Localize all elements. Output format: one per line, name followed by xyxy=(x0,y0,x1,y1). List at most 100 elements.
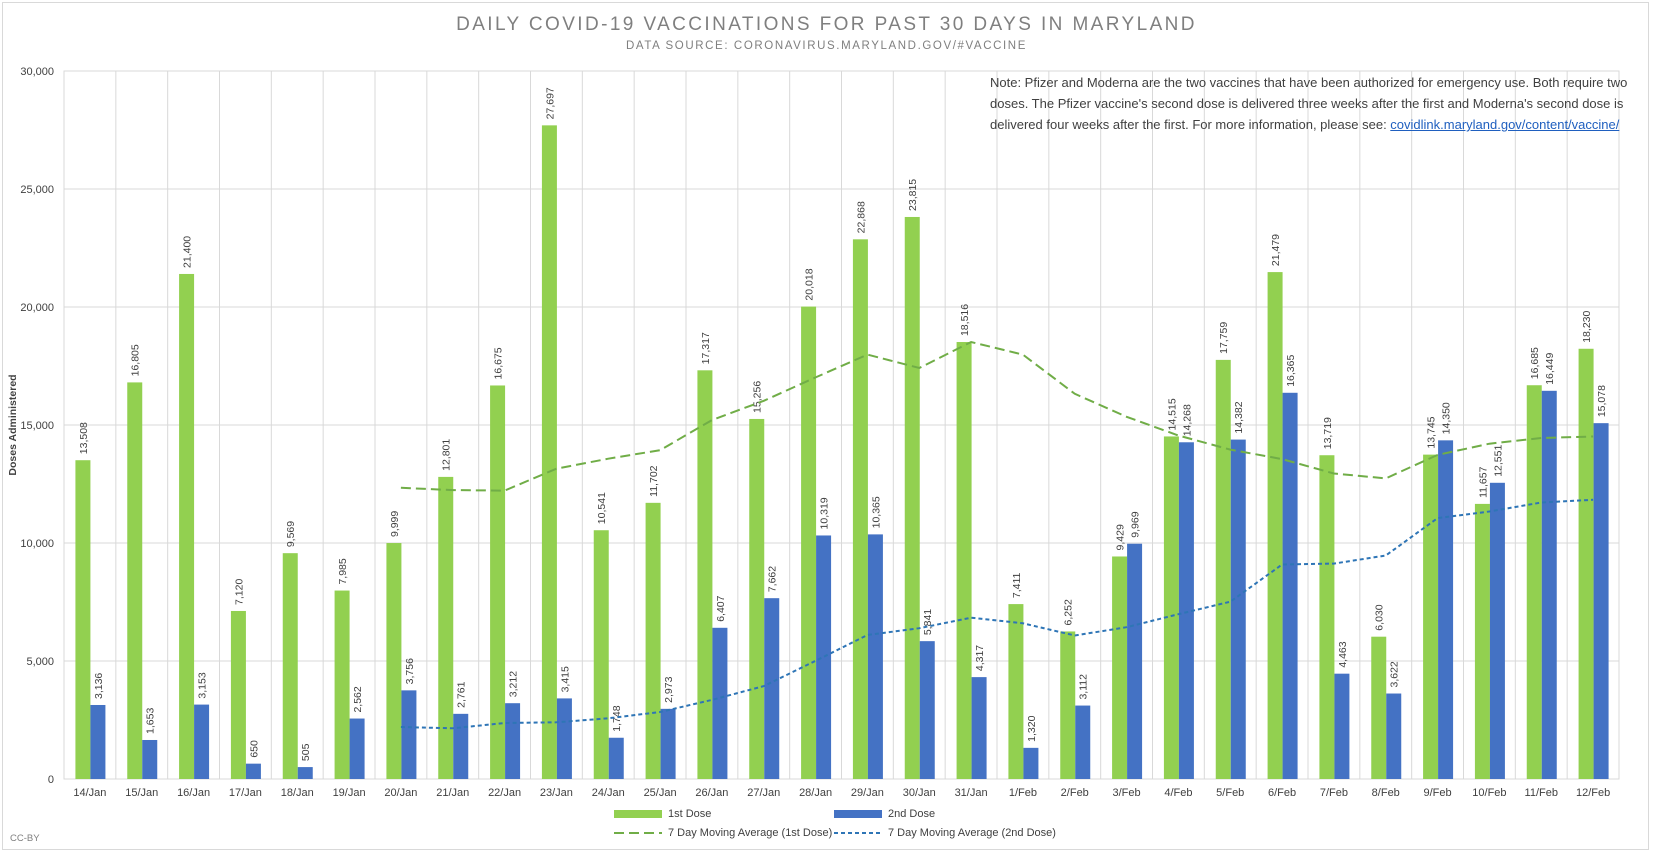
bar xyxy=(438,476,454,779)
bar xyxy=(453,713,469,779)
bar xyxy=(1541,390,1557,779)
bar xyxy=(1008,604,1024,779)
note-link[interactable]: covidlink.maryland.gov/content/vaccine/ xyxy=(1390,117,1620,132)
x-tick-label: 17/Jan xyxy=(229,787,262,799)
legend-item-1st-dose: 1st Dose xyxy=(614,808,711,820)
bar xyxy=(490,385,506,779)
bar xyxy=(1178,442,1194,779)
bar xyxy=(1023,747,1039,779)
legend-label-2nd-dose: 2nd Dose xyxy=(888,808,936,820)
data-label: 7,120 xyxy=(233,579,245,605)
y-axis-label: Doses Administered xyxy=(7,374,19,475)
bar xyxy=(1163,436,1179,779)
data-label: 21,400 xyxy=(182,236,194,268)
legend-swatch-2nd-dose xyxy=(834,810,882,819)
y-tick-label: 20,000 xyxy=(20,302,54,314)
x-tick-label: 4/Feb xyxy=(1164,787,1192,799)
bar xyxy=(1112,556,1128,779)
data-label: 18,516 xyxy=(959,304,971,336)
legend-item-ma-1st: 7 Day Moving Average (1st Dose) xyxy=(614,827,832,839)
bar xyxy=(645,502,661,779)
x-tick-label: 9/Feb xyxy=(1424,787,1452,799)
data-label: 10,365 xyxy=(870,496,882,528)
bar xyxy=(541,125,557,779)
bar xyxy=(1282,392,1298,779)
bar xyxy=(1593,423,1609,779)
data-label: 3,136 xyxy=(93,673,105,699)
data-label: 12,801 xyxy=(441,439,453,471)
data-label: 3,112 xyxy=(1078,674,1090,700)
legend-item-ma-2nd: 7 Day Moving Average (2nd Dose) xyxy=(834,827,1056,839)
bar xyxy=(904,216,920,779)
x-tick-label: 7/Feb xyxy=(1320,787,1348,799)
moving-average-line xyxy=(400,498,1594,730)
data-label: 6,407 xyxy=(715,595,727,621)
data-label: 18,230 xyxy=(1581,310,1593,342)
data-label: 15,256 xyxy=(752,381,764,413)
bar xyxy=(245,763,261,779)
data-label: 16,365 xyxy=(1285,355,1297,387)
x-tick-label: 6/Feb xyxy=(1268,787,1296,799)
legend-label-1st-dose: 1st Dose xyxy=(668,808,712,820)
data-label: 11,702 xyxy=(648,465,660,496)
data-label: 10,541 xyxy=(596,492,608,524)
bar xyxy=(127,382,143,779)
bar xyxy=(297,767,313,779)
x-tick-label: 1/Feb xyxy=(1009,787,1037,799)
x-tick-label: 29/Jan xyxy=(851,787,884,799)
y-tick-label: 0 xyxy=(48,774,54,786)
data-label: 4,317 xyxy=(974,645,986,671)
data-label: 3,622 xyxy=(1389,661,1401,687)
bar xyxy=(1423,454,1439,779)
bar xyxy=(1438,440,1454,779)
data-label: 7,662 xyxy=(767,566,779,592)
x-tick-label: 14/Jan xyxy=(73,787,106,799)
data-label: 9,999 xyxy=(389,511,401,537)
data-label: 16,805 xyxy=(130,344,142,376)
bar xyxy=(401,690,417,779)
data-label: 17,759 xyxy=(1218,322,1230,354)
legend-swatch-ma-1st xyxy=(614,832,662,835)
legend-swatch-1st-dose xyxy=(614,810,662,819)
x-tick-label: 20/Jan xyxy=(384,787,417,799)
bar xyxy=(386,543,402,779)
x-tick-label: 30/Jan xyxy=(903,787,936,799)
x-tick-label: 11/Feb xyxy=(1525,787,1558,799)
x-tick-label: 12/Feb xyxy=(1576,787,1610,799)
data-label: 22,868 xyxy=(855,201,867,233)
data-label: 27,697 xyxy=(544,87,556,119)
bar xyxy=(608,737,624,779)
bar xyxy=(1060,631,1076,779)
bar xyxy=(556,698,572,779)
data-label: 20,018 xyxy=(804,268,816,300)
data-label: 6,030 xyxy=(1374,604,1386,630)
bar xyxy=(1474,503,1490,779)
data-label: 5,841 xyxy=(922,609,934,635)
data-label: 3,153 xyxy=(197,672,209,698)
data-label: 13,508 xyxy=(78,422,90,454)
license-label: CC-BY xyxy=(10,833,40,844)
data-label: 7,985 xyxy=(337,558,349,584)
x-tick-label: 8/Feb xyxy=(1372,787,1400,799)
bar xyxy=(1267,272,1283,779)
data-label: 9,569 xyxy=(285,521,297,547)
chart-subtitle: DATA SOURCE: CORONAVIRUS.MARYLAND.GOV/#V… xyxy=(626,40,1027,52)
x-tick-label: 22/Jan xyxy=(488,787,521,799)
bar xyxy=(1215,359,1231,779)
bar xyxy=(593,530,609,779)
y-tick-label: 30,000 xyxy=(20,66,54,78)
note-text: Note: Pfizer and Moderna are the two vac… xyxy=(990,75,1628,132)
data-label: 650 xyxy=(248,740,260,758)
x-tick-label: 31/Jan xyxy=(955,787,988,799)
data-label: 3,415 xyxy=(559,666,571,692)
y-tick-label: 25,000 xyxy=(20,184,54,196)
bar xyxy=(764,598,780,779)
data-label: 9,969 xyxy=(1130,511,1142,537)
y-tick-label: 5,000 xyxy=(26,656,54,668)
bar xyxy=(90,704,106,779)
data-label: 11,657 xyxy=(1477,466,1489,497)
bar xyxy=(349,718,365,779)
x-tick-label: 2/Feb xyxy=(1061,787,1089,799)
bar xyxy=(956,342,972,779)
legend-label-ma-2nd: 7 Day Moving Average (2nd Dose) xyxy=(888,827,1056,839)
